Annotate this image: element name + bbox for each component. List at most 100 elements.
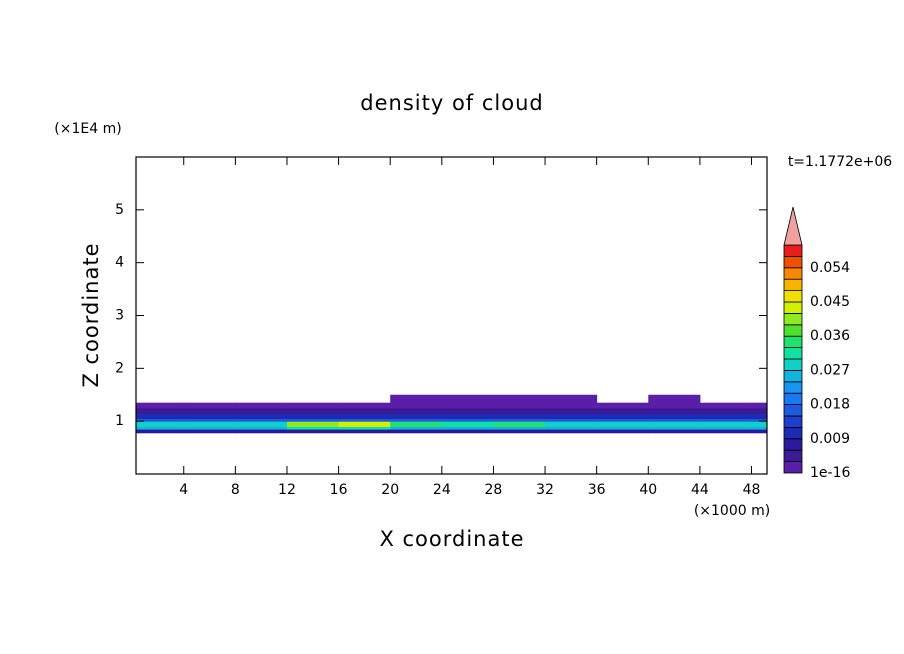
contour-cell <box>699 402 753 409</box>
contour-cell <box>699 421 753 427</box>
contour-cell <box>545 402 598 409</box>
contour-cell <box>338 421 391 427</box>
x-tick-label: 8 <box>231 482 240 498</box>
colorbar-band <box>783 347 803 360</box>
y-tick-label: 3 <box>115 308 124 324</box>
contour-cell <box>136 402 185 409</box>
contour-cell <box>545 429 598 434</box>
contour-cell <box>390 394 443 404</box>
contour-cell <box>390 418 443 422</box>
contour-cell <box>286 429 340 434</box>
colorbar-tick-label: 0.027 <box>810 362 850 378</box>
contour-cell <box>596 418 649 422</box>
contour-cell <box>441 426 494 430</box>
x-tick-label: 48 <box>743 482 761 498</box>
contour-cell <box>286 418 340 422</box>
contour-cell <box>338 418 391 422</box>
contour-cell <box>286 426 340 430</box>
contour-cell <box>699 426 753 430</box>
contour-cell <box>493 421 546 427</box>
contour-cell <box>751 421 768 427</box>
contour-cell <box>441 429 494 434</box>
contour-cell <box>235 413 288 420</box>
chart-title: density of cloud <box>360 91 543 115</box>
contour-cell <box>136 429 185 434</box>
contour-cell <box>441 413 494 420</box>
contour-cell <box>183 402 236 409</box>
contour-cell <box>648 418 701 422</box>
contour-cell <box>183 421 236 427</box>
contour-cell <box>648 413 701 420</box>
colorbar-band <box>783 415 803 428</box>
contour-cell <box>596 402 649 409</box>
colorbar-band <box>783 392 803 406</box>
colorbar-band <box>783 290 803 303</box>
colorbar-tick-label: 0.018 <box>810 397 850 413</box>
contour-cell <box>390 421 443 427</box>
y-tick-label: 4 <box>115 255 124 271</box>
contour-cell <box>545 426 598 430</box>
contour-cell <box>441 402 494 409</box>
colorbar-tick-label: 0.054 <box>810 260 850 276</box>
contour-cell <box>390 429 443 434</box>
contour-cell <box>699 429 753 434</box>
contour-cell <box>136 421 185 427</box>
colorbar-band <box>783 461 803 474</box>
contour-cell <box>699 413 753 420</box>
contour-cell <box>235 418 288 422</box>
contour-cell <box>235 421 288 427</box>
contour-cell <box>596 413 649 420</box>
contour-cell <box>648 421 701 427</box>
x-tick-label: 36 <box>588 482 606 498</box>
contour-cell <box>493 413 546 420</box>
y-tick-label: 5 <box>115 202 124 218</box>
contour-cell <box>235 429 288 434</box>
y-unit: (×1E4 m) <box>54 121 121 137</box>
contour-cell <box>699 407 753 414</box>
contour-cell <box>493 418 546 422</box>
contour-cell <box>648 426 701 430</box>
contour-cell <box>338 426 391 430</box>
contour-cell <box>545 394 598 404</box>
colorbar-band <box>783 255 803 269</box>
contour-cell <box>390 413 443 420</box>
x-tick-label: 4 <box>179 482 188 498</box>
contour-cell <box>493 429 546 434</box>
contour-cell <box>751 407 768 414</box>
contour-cell <box>390 426 443 430</box>
colorbar-extend <box>783 206 803 246</box>
contour-cell <box>286 402 340 409</box>
contour-cell <box>286 407 340 414</box>
x-tick-label: 28 <box>485 482 503 498</box>
contour-cell <box>596 429 649 434</box>
contour-cell <box>136 426 185 430</box>
contour-cell <box>390 402 443 409</box>
contour-cell <box>596 407 649 414</box>
colorbar-band <box>783 324 803 337</box>
contour-cell <box>545 413 598 420</box>
y-tick-label: 2 <box>115 360 124 376</box>
contour-cell <box>441 418 494 422</box>
contour-cell <box>493 407 546 414</box>
contour-cell <box>493 394 546 404</box>
contour-cell <box>493 426 546 430</box>
contour-cell <box>751 413 768 420</box>
contour-cell <box>338 429 391 434</box>
colorbar-band <box>783 449 803 463</box>
colorbar-band <box>783 301 803 314</box>
y-axis-label: Z coordinate <box>79 242 103 387</box>
contour-cell <box>648 402 701 409</box>
contour-cell <box>596 421 649 427</box>
contour-cell <box>751 402 768 409</box>
contour-cell <box>751 418 768 422</box>
x-tick-label: 16 <box>330 482 348 498</box>
time-label: t=1.1772e+06 <box>788 154 892 170</box>
x-tick-label: 32 <box>536 482 554 498</box>
colorbar-band <box>783 426 803 440</box>
contour-cell <box>545 407 598 414</box>
contour-cell <box>545 418 598 422</box>
contour-cell <box>235 402 288 409</box>
x-tick-label: 44 <box>691 482 709 498</box>
colorbar-tick-label: 1e-16 <box>810 465 850 481</box>
